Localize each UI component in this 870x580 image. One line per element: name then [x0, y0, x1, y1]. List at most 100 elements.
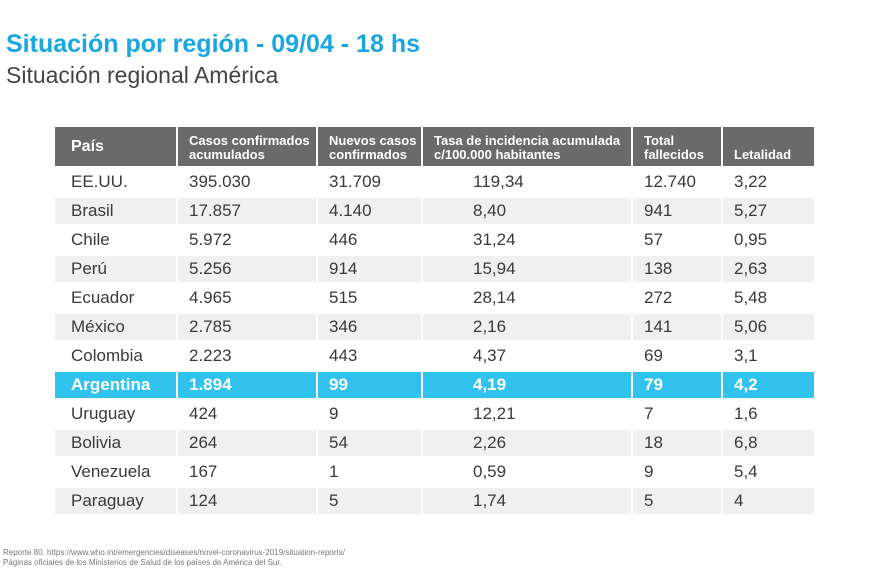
cell-pais: Argentina — [55, 372, 178, 398]
table-header-row: País Casos confirmados acumulados Nuevos… — [55, 127, 814, 166]
cell-casos: 1.894 — [178, 372, 318, 398]
column-header-letalidad: Letalidad — [723, 127, 814, 166]
cell-pais: Brasil — [55, 198, 178, 224]
cell-letalidad: 6,8 — [723, 430, 814, 456]
cell-fallecidos: 57 — [633, 227, 723, 253]
cell-nuevos: 346 — [318, 314, 423, 340]
cell-pais: Venezuela — [55, 459, 178, 485]
source-note-line: Páginas oficiales de los Ministerios de … — [3, 558, 282, 567]
column-header-tasa: Tasa de incidencia acumulada c/100.000 h… — [423, 127, 633, 166]
column-header-label: Tasa de incidencia acumulada — [434, 133, 621, 148]
table-row-highlighted: Argentina 1.894 99 4,19 79 4,2 — [55, 372, 814, 398]
cell-fallecidos: 941 — [633, 198, 723, 224]
cell-fallecidos: 5 — [633, 488, 723, 514]
cell-tasa: 2,26 — [423, 430, 633, 456]
column-header-label: Total — [644, 133, 675, 148]
table-row: México 2.785 346 2,16 141 5,06 — [55, 314, 814, 340]
cell-nuevos: 914 — [318, 256, 423, 282]
cell-letalidad: 2,63 — [723, 256, 814, 282]
table-body: EE.UU. 395.030 31.709 119,34 12.740 3,22 Brasi… — [55, 169, 814, 514]
cell-tasa: 0,59 — [423, 459, 633, 485]
table-row: Chile 5.972 446 31,24 57 0,95 — [55, 227, 814, 253]
cell-pais: Bolivia — [55, 430, 178, 456]
cell-nuevos: 446 — [318, 227, 423, 253]
cell-tasa: 119,34 — [423, 169, 633, 195]
cell-casos: 424 — [178, 401, 318, 427]
cell-fallecidos: 7 — [633, 401, 723, 427]
column-header-label: País — [71, 138, 104, 155]
cell-fallecidos: 138 — [633, 256, 723, 282]
cell-fallecidos: 272 — [633, 285, 723, 311]
cell-nuevos: 9 — [318, 401, 423, 427]
cell-fallecidos: 9 — [633, 459, 723, 485]
cell-nuevos: 31.709 — [318, 169, 423, 195]
table-row: Uruguay 424 9 12,21 7 1,6 — [55, 401, 814, 427]
cell-tasa: 8,40 — [423, 198, 633, 224]
cell-fallecidos: 141 — [633, 314, 723, 340]
cell-tasa: 4,37 — [423, 343, 633, 369]
source-note: Reporte 80. https://www.who.int/emergenc… — [3, 548, 345, 568]
region-table: País Casos confirmados acumulados Nuevos… — [55, 124, 814, 517]
cell-letalidad: 4 — [723, 488, 814, 514]
cell-fallecidos: 18 — [633, 430, 723, 456]
cell-casos: 5.256 — [178, 256, 318, 282]
cell-casos: 17.857 — [178, 198, 318, 224]
cell-pais: Perú — [55, 256, 178, 282]
column-header-pais: País — [55, 127, 178, 166]
cell-casos: 2.223 — [178, 343, 318, 369]
table-row: Bolivia 264 54 2,26 18 6,8 — [55, 430, 814, 456]
column-header-label: c/100.000 habitantes — [434, 147, 561, 162]
cell-letalidad: 1,6 — [723, 401, 814, 427]
table-row: Venezuela 167 1 0,59 9 5,4 — [55, 459, 814, 485]
page-title: Situación por región - 09/04 - 18 hs — [6, 30, 420, 58]
cell-nuevos: 4.140 — [318, 198, 423, 224]
cell-tasa: 15,94 — [423, 256, 633, 282]
column-header-label: Casos confirmados — [189, 133, 310, 148]
cell-pais: Colombia — [55, 343, 178, 369]
cell-casos: 395.030 — [178, 169, 318, 195]
cell-pais: Chile — [55, 227, 178, 253]
cell-fallecidos: 12.740 — [633, 169, 723, 195]
cell-casos: 124 — [178, 488, 318, 514]
column-header-label: fallecidos — [644, 147, 704, 162]
cell-nuevos: 443 — [318, 343, 423, 369]
cell-letalidad: 5,27 — [723, 198, 814, 224]
table-row: Brasil 17.857 4.140 8,40 941 5,27 — [55, 198, 814, 224]
cell-fallecidos: 79 — [633, 372, 723, 398]
cell-letalidad: 4,2 — [723, 372, 814, 398]
cell-nuevos: 5 — [318, 488, 423, 514]
page-subtitle: Situación regional América — [6, 62, 279, 88]
cell-letalidad: 5,48 — [723, 285, 814, 311]
cell-letalidad: 3,22 — [723, 169, 814, 195]
cell-nuevos: 54 — [318, 430, 423, 456]
table-row: Ecuador 4.965 515 28,14 272 5,48 — [55, 285, 814, 311]
column-header-label: Nuevos casos — [329, 133, 417, 148]
cell-tasa: 31,24 — [423, 227, 633, 253]
cell-letalidad: 0,95 — [723, 227, 814, 253]
cell-pais: Uruguay — [55, 401, 178, 427]
cell-casos: 264 — [178, 430, 318, 456]
table-row: Perú 5.256 914 15,94 138 2,63 — [55, 256, 814, 282]
column-header-label: acumulados — [189, 147, 265, 162]
cell-nuevos: 99 — [318, 372, 423, 398]
cell-pais: Ecuador — [55, 285, 178, 311]
cell-casos: 2.785 — [178, 314, 318, 340]
column-header-label: Letalidad — [734, 147, 792, 162]
cell-tasa: 1,74 — [423, 488, 633, 514]
cell-letalidad: 5,4 — [723, 459, 814, 485]
source-note-line: Reporte 80. https://www.who.int/emergenc… — [3, 548, 345, 557]
cell-letalidad: 3,1 — [723, 343, 814, 369]
cell-fallecidos: 69 — [633, 343, 723, 369]
column-header-casos: Casos confirmados acumulados — [178, 127, 318, 166]
cell-nuevos: 515 — [318, 285, 423, 311]
cell-tasa: 12,21 — [423, 401, 633, 427]
cell-pais: México — [55, 314, 178, 340]
column-header-label: confirmados — [329, 147, 408, 162]
cell-nuevos: 1 — [318, 459, 423, 485]
column-header-nuevos: Nuevos casos confirmados — [318, 127, 423, 166]
cell-letalidad: 5,06 — [723, 314, 814, 340]
table-row: Colombia 2.223 443 4,37 69 3,1 — [55, 343, 814, 369]
column-header-fallecidos: Total fallecidos — [633, 127, 723, 166]
cell-tasa: 28,14 — [423, 285, 633, 311]
cell-casos: 167 — [178, 459, 318, 485]
